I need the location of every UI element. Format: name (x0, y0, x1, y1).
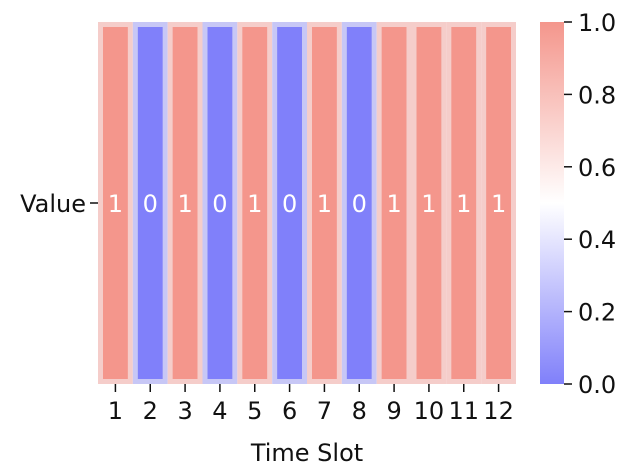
x-tick-label: 5 (247, 397, 262, 425)
heatmap-cell (202, 22, 238, 384)
heatmap-cell (446, 22, 482, 384)
heatmap-cell (272, 22, 307, 384)
cell-value-label: 0 (143, 190, 158, 218)
x-tick-label: 12 (483, 397, 514, 425)
y-tick-label: Value (20, 190, 86, 218)
heatmap-cell (167, 22, 203, 384)
y-axis-ticks: Value (20, 190, 98, 218)
x-tick-label: 3 (177, 397, 192, 425)
colorbar-tick-label: 0.2 (578, 299, 616, 327)
x-axis-ticks: 1 2 3 4 5 6 7 8 9 10 11 12 (108, 384, 514, 425)
x-tick-label: 9 (386, 397, 401, 425)
heatmap-cell (237, 22, 273, 384)
colorbar-tick-label: 1.0 (578, 9, 616, 37)
cell-value-label: 0 (212, 190, 227, 218)
colorbar-gradient (540, 22, 564, 384)
colorbar-ticks: 0.0 0.2 0.4 0.6 0.8 1.0 (564, 9, 616, 399)
heatmap-cell (411, 22, 447, 384)
x-tick-label: 8 (352, 397, 367, 425)
heatmap-cell (132, 22, 168, 384)
x-axis-label: Time Slot (250, 439, 363, 467)
colorbar (540, 22, 564, 384)
cell-value-label: 0 (282, 190, 297, 218)
heatmap-cell (376, 22, 412, 384)
cell-value-label: 1 (317, 190, 332, 218)
x-tick-label: 11 (448, 397, 479, 425)
heatmap-cell (341, 22, 377, 384)
x-tick-label: 4 (212, 397, 227, 425)
colorbar-tick-label: 0.4 (578, 226, 616, 254)
colorbar-tick-label: 0.6 (578, 154, 616, 182)
colorbar-tick-label: 0.0 (578, 371, 616, 399)
heatmap-cell (307, 22, 342, 384)
heatmap-cells (98, 22, 516, 384)
cell-value-label: 1 (108, 190, 123, 218)
cell-value-label: 1 (421, 190, 436, 218)
cell-value-label: 1 (177, 190, 192, 218)
colorbar-tick-label: 0.8 (578, 81, 616, 109)
heatmap-cell (481, 22, 516, 384)
cell-value-label: 1 (247, 190, 262, 218)
x-tick-label: 2 (143, 397, 158, 425)
cell-value-label: 1 (491, 190, 506, 218)
cell-value-label: 0 (352, 190, 367, 218)
x-tick-label: 1 (108, 397, 123, 425)
heatmap-cell (98, 22, 133, 384)
cell-value-label: 1 (386, 190, 401, 218)
x-tick-label: 10 (414, 397, 445, 425)
cell-value-label: 1 (456, 190, 471, 218)
x-tick-label: 7 (317, 397, 332, 425)
x-tick-label: 6 (282, 397, 297, 425)
